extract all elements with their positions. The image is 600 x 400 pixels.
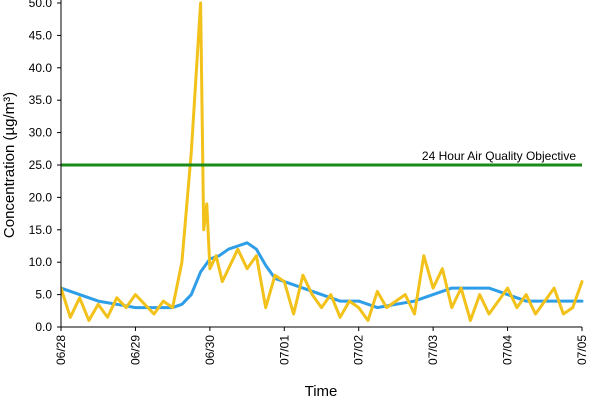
x-tick-label: 06/30 bbox=[203, 335, 217, 365]
y-tick-label: 35.0 bbox=[29, 93, 53, 107]
x-tick-label: 07/02 bbox=[352, 335, 366, 365]
y-tick-label: 20.0 bbox=[29, 190, 53, 204]
series-layer bbox=[61, 1, 584, 322]
y-tick-label: 5.0 bbox=[35, 288, 52, 302]
y-tick-labels: 0.0 5.0 10.0 15.0 20.0 25.0 30.0 35.0 40.0 45.0 50… bbox=[29, 0, 53, 334]
y-tick-label: 0.0 bbox=[35, 320, 52, 334]
x-tick-label: 06/29 bbox=[128, 335, 142, 365]
axes-layer bbox=[57, 0, 583, 331]
x-tick-labels: 06/28 06/29 06/30 07/01 07/02 07/03 07/04 07/05 bbox=[54, 335, 589, 365]
y-axis-label: Concentration (µg/m³) bbox=[1, 92, 18, 238]
y-tick-label: 45.0 bbox=[29, 28, 53, 42]
x-tick-label: 06/28 bbox=[54, 335, 68, 365]
x-axis-label: Time bbox=[305, 383, 338, 400]
y-tick-label: 25.0 bbox=[29, 158, 53, 172]
reference-line-label: 24 Hour Air Quality Objective bbox=[422, 149, 576, 163]
y-tick-label: 10.0 bbox=[29, 255, 53, 269]
x-tick-label: 07/03 bbox=[426, 335, 440, 365]
series-line-0 bbox=[61, 1, 584, 322]
y-tick-label: 30.0 bbox=[29, 126, 53, 140]
x-tick-label: 07/04 bbox=[501, 335, 515, 365]
y-tick-label: 40.0 bbox=[29, 61, 53, 75]
y-tick-label: 15.0 bbox=[29, 223, 53, 237]
x-tick-label: 07/05 bbox=[575, 335, 589, 365]
y-tick-label: 50.0 bbox=[29, 0, 53, 10]
x-tick-label: 07/01 bbox=[277, 335, 291, 365]
